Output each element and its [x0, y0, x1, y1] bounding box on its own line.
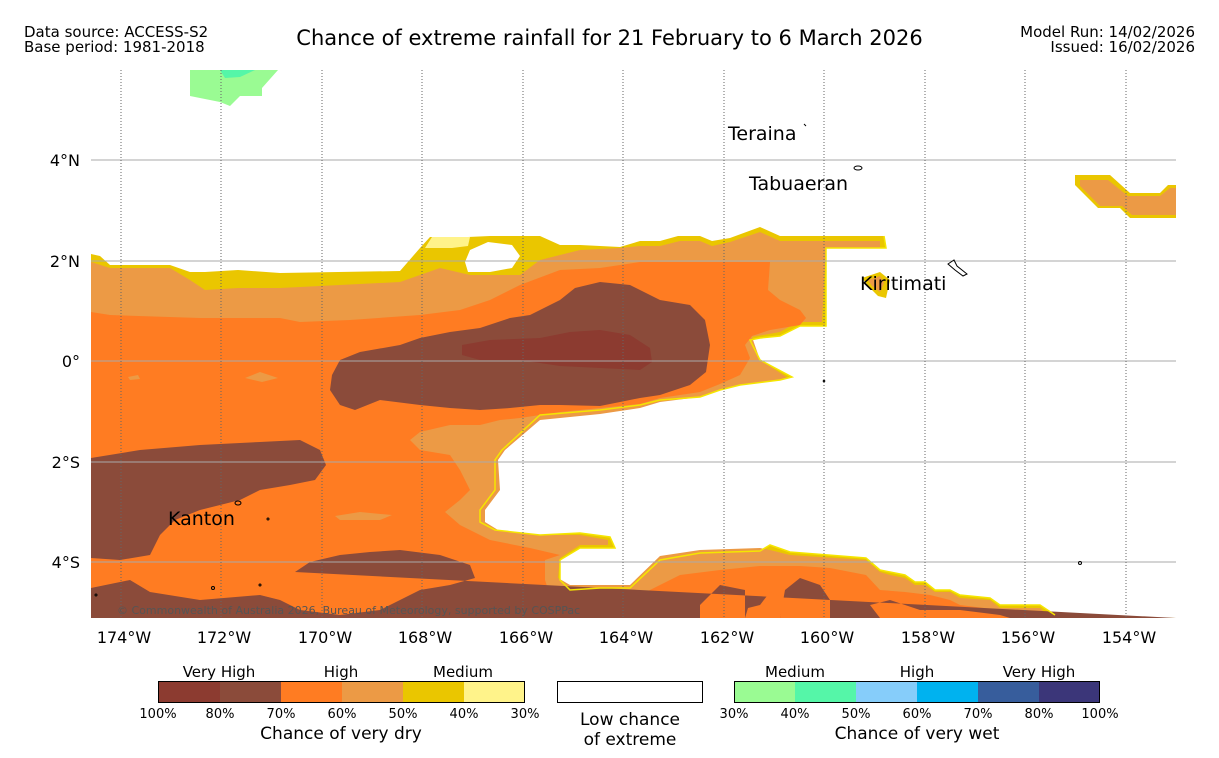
- place-label-kanton: Kanton: [168, 508, 235, 530]
- wet-swatch: [978, 681, 1039, 703]
- wet-tick-label: 80%: [1024, 707, 1054, 722]
- dry-boundary-outline: [479, 235, 1056, 616]
- lon-tick-label: 160°W: [800, 628, 855, 647]
- rainfall-map: Teraina Tabuaeran Kiritimati Kanton © Co…: [50, 70, 1176, 647]
- data-source-label: Data source: ACCESS-S2: [24, 23, 209, 41]
- copyright-text: © Commonwealth of Australia 2026, Bureau…: [117, 604, 580, 617]
- dry-low-area: [425, 237, 470, 248]
- dry-very-high-southwest: [91, 440, 326, 560]
- lat-tick-label: 0°: [62, 352, 80, 371]
- model-run-label: Model Run: 14/02/2026: [1020, 23, 1195, 41]
- lon-tick-label: 162°W: [700, 628, 755, 647]
- lat-tick-label: 2°S: [52, 453, 80, 472]
- dry-tick-label: 50%: [388, 707, 418, 722]
- wet-swatch: [856, 681, 917, 703]
- lon-tick-label: 158°W: [901, 628, 956, 647]
- dry-swatch: [342, 681, 403, 703]
- wet-legend-caption: Chance of very wet: [834, 724, 1000, 744]
- lat-tick-label: 2°N: [50, 252, 80, 271]
- place-label-tabuaeran: Tabuaeran: [748, 173, 848, 195]
- wet-swatch: [795, 681, 856, 703]
- map-fields: [91, 70, 1176, 618]
- neutral-line-2: of extreme: [583, 730, 677, 750]
- island-outlines: [94, 123, 1082, 597]
- dry-tick-label: 30%: [510, 707, 540, 722]
- place-label-teraina: Teraina: [727, 123, 797, 145]
- wet-tick-label: 40%: [780, 707, 810, 722]
- wet-medium-area: [190, 70, 278, 106]
- lat-tick-label: 4°N: [50, 151, 80, 170]
- dry-legend-caption: Chance of very dry: [260, 724, 422, 744]
- wet-tick-label: 70%: [963, 707, 993, 722]
- gridlines: [91, 159, 1176, 563]
- kiritimati-dry-patch-inner: [868, 276, 884, 292]
- lon-tick-label: 156°W: [1001, 628, 1056, 647]
- place-label-kiritimati: Kiritimati: [860, 273, 946, 295]
- wet-group-high: High: [899, 663, 935, 681]
- dry-swatch: [158, 681, 220, 703]
- dry-swatch: [403, 681, 464, 703]
- lon-tick-label: 168°W: [398, 628, 453, 647]
- dry-swatch: [464, 681, 525, 703]
- neutral-line-1: Low chance: [580, 710, 680, 730]
- dry-tick-label: 80%: [205, 707, 235, 722]
- dry-group-very-high: Very High: [182, 663, 256, 681]
- wet-group-medium: Medium: [765, 663, 825, 681]
- wet-swatch: [917, 681, 978, 703]
- wet-swatch: [734, 681, 795, 703]
- lon-tick-label: 170°W: [298, 628, 353, 647]
- dry-swatch: [220, 681, 281, 703]
- dry-extreme-center: [462, 330, 652, 370]
- low-chance-hole: [465, 242, 520, 272]
- wet-group-very-high: Very High: [1002, 663, 1076, 681]
- dry-very-high-southeast-cut: [745, 592, 785, 618]
- dry-swatch: [281, 681, 342, 703]
- page-title: Chance of extreme rainfall for 21 Februa…: [296, 26, 923, 50]
- dry-tick-label: 40%: [449, 707, 479, 722]
- wet-tick-label: 100%: [1081, 707, 1119, 722]
- dry-group-medium: Medium: [433, 663, 493, 681]
- dry-tick-label: 100%: [139, 707, 177, 722]
- dry-small-patch-2: [335, 512, 392, 520]
- issued-label: Issued: 16/02/2026: [1050, 38, 1195, 56]
- lon-tick-label: 172°W: [197, 628, 252, 647]
- wet-swatch: [1039, 681, 1100, 703]
- dry-small-patch-3: [128, 375, 140, 380]
- lon-tick-label: 174°W: [97, 628, 152, 647]
- wet-tick-label: 60%: [902, 707, 932, 722]
- lat-tick-label: 4°S: [52, 553, 80, 572]
- wet-tick-label: 30%: [719, 707, 749, 722]
- neutral-swatch: [557, 681, 703, 703]
- wet-tick-label: 50%: [841, 707, 871, 722]
- dry-tick-label: 60%: [327, 707, 357, 722]
- northeast-dry-patch-inner: [1080, 180, 1176, 215]
- dry-very-high-south: [91, 550, 1176, 618]
- lon-tick-label: 154°W: [1102, 628, 1157, 647]
- wet-high-area: [220, 70, 255, 78]
- dry-small-patch: [245, 372, 278, 382]
- lon-tick-label: 166°W: [499, 628, 554, 647]
- meridians: [120, 70, 1127, 618]
- dry-group-high: High: [323, 663, 359, 681]
- dry-high-area: [91, 262, 1050, 618]
- dry-tick-label: 70%: [266, 707, 296, 722]
- base-period-label: Base period: 1981-2018: [24, 38, 205, 56]
- lon-tick-label: 164°W: [599, 628, 654, 647]
